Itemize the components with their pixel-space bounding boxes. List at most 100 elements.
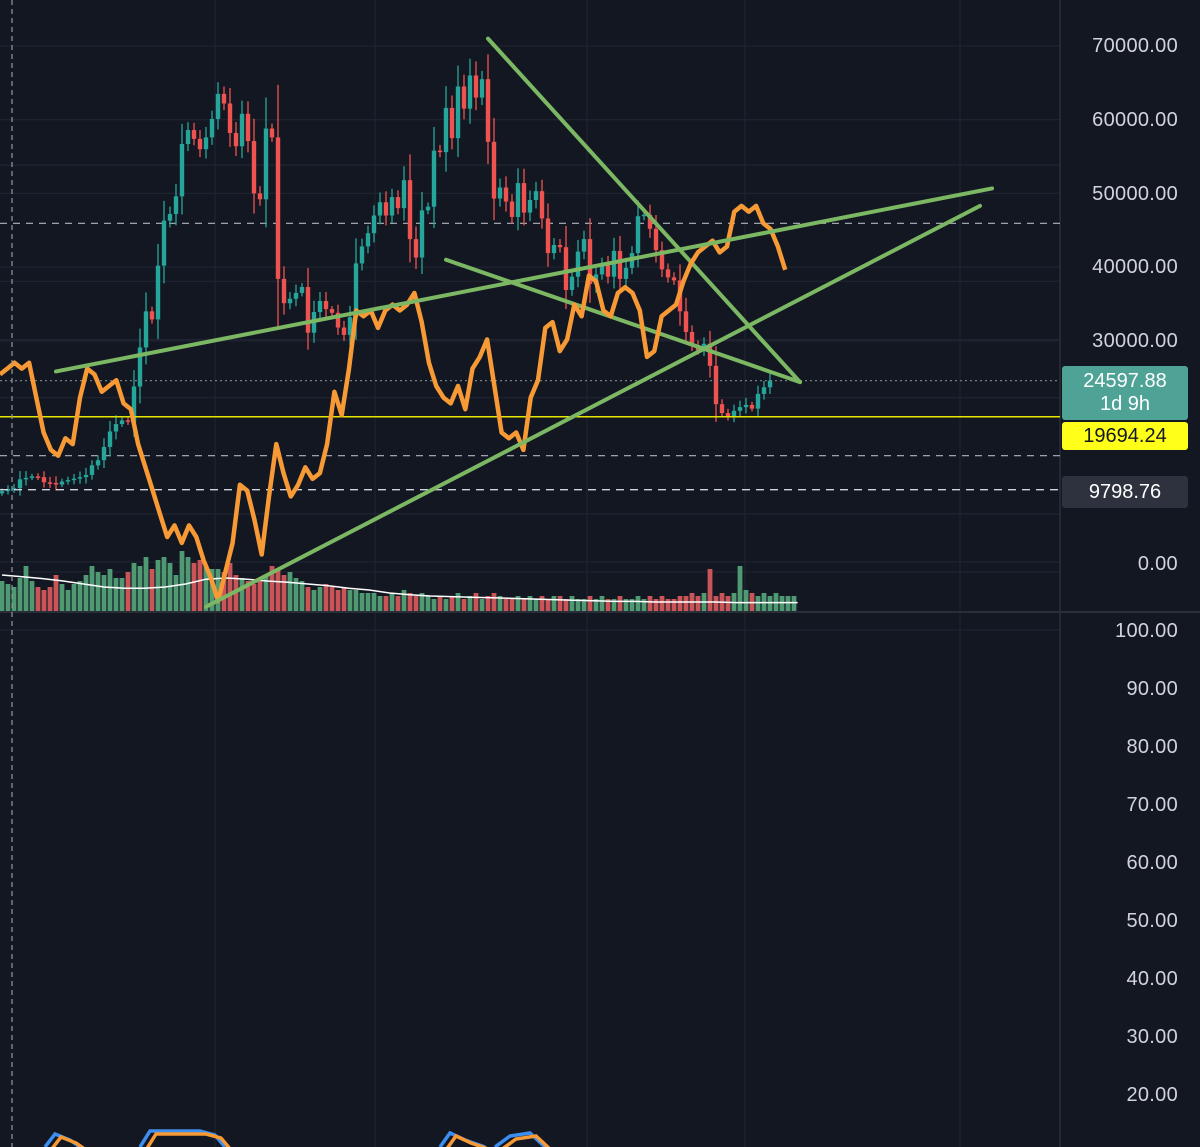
candle-body[interactable] [767,380,773,388]
candle-body[interactable] [455,86,461,139]
candle-body[interactable] [527,200,533,213]
candle-body[interactable] [65,480,71,482]
candle-body[interactable] [719,404,725,414]
candle-body[interactable] [599,263,605,275]
candle-body[interactable] [317,301,323,313]
candle-body[interactable] [533,191,539,201]
candle-body[interactable] [77,477,83,479]
candle-body[interactable] [461,86,467,109]
candle-body[interactable] [725,413,731,417]
candle-body[interactable] [275,137,281,279]
candle-body[interactable] [299,286,305,293]
candle-body[interactable] [257,193,263,200]
mark-price-tag[interactable]: 9798.76 [1062,476,1188,508]
candle-body[interactable] [479,79,485,98]
candle-body[interactable] [341,327,347,335]
candle-body[interactable] [413,239,419,258]
candle-body[interactable] [395,197,401,209]
candle-body[interactable] [587,239,593,285]
candle-body[interactable] [641,214,647,217]
candle-body[interactable] [71,478,77,481]
candle-body[interactable] [365,233,371,247]
candle-body[interactable] [383,202,389,216]
candle-body[interactable] [371,215,377,234]
candle-body[interactable] [293,292,299,299]
candle-body[interactable] [113,424,119,432]
candle-body[interactable] [59,481,65,485]
candle-body[interactable] [143,311,149,348]
candle-body[interactable] [161,220,167,266]
candle-body[interactable] [149,311,155,320]
candle-body[interactable] [425,206,431,211]
candle-body[interactable] [419,210,425,258]
candle-body[interactable] [491,141,497,199]
candle-body[interactable] [53,483,59,485]
candle-body[interactable] [155,265,161,320]
candle-body[interactable] [83,474,89,478]
candle-body[interactable] [503,187,509,202]
price-trendline[interactable] [444,257,802,385]
candle-body[interactable] [203,137,209,150]
candle-body[interactable] [497,187,503,199]
candle-body[interactable] [119,420,125,425]
candle-body[interactable] [191,130,197,139]
candle-body[interactable] [563,247,569,290]
candle-body[interactable] [209,118,215,138]
candle-body[interactable] [515,183,521,217]
candle-body[interactable] [287,298,293,304]
candle-body[interactable] [251,141,257,194]
candle-body[interactable] [245,113,251,142]
candle-body[interactable] [359,246,365,264]
candle-body[interactable] [635,216,641,254]
candle-body[interactable] [221,93,227,104]
candle-body[interactable] [125,420,131,422]
candle-body[interactable] [173,196,179,215]
candle-body[interactable] [617,250,623,279]
candle-body[interactable] [227,103,233,133]
candle-body[interactable] [485,79,491,142]
candle-body[interactable] [581,239,587,252]
candle-body[interactable] [521,183,527,213]
candle-body[interactable] [545,218,551,254]
candle-body[interactable] [473,75,479,98]
candle-body[interactable] [329,309,335,313]
candle-body[interactable] [95,460,101,466]
candle-body[interactable] [89,465,95,475]
candle-body[interactable] [11,488,17,490]
rsi-trendline[interactable] [204,203,982,609]
candle-body[interactable] [761,387,767,394]
candle-body[interactable] [431,150,437,207]
candle-body[interactable] [23,477,29,480]
candle-body[interactable] [47,482,53,484]
candle-body[interactable] [179,144,185,197]
candle-body[interactable] [305,286,311,333]
candle-body[interactable] [239,113,245,147]
candle-body[interactable] [263,128,269,200]
candle-body[interactable] [575,251,581,277]
candle-body[interactable] [707,343,713,366]
candle-body[interactable] [347,317,353,335]
candle-body[interactable] [107,431,113,447]
candle-body[interactable] [671,277,677,281]
support-price-tag[interactable]: 19694.24 [1062,422,1188,450]
candle-body[interactable] [731,410,737,417]
candle-body[interactable] [665,269,671,278]
current-price-tag[interactable]: 24597.88 1d 9h [1062,366,1188,420]
candle-body[interactable] [335,312,341,328]
candle-body[interactable] [605,263,611,277]
candle-body[interactable] [197,138,203,150]
candle-body[interactable] [557,244,563,248]
candle-body[interactable] [17,479,23,489]
candle-body[interactable] [647,214,653,229]
rsi-trendlines[interactable] [54,186,994,609]
candle-body[interactable] [377,202,383,216]
candle-body[interactable] [539,191,545,219]
candle-body[interactable] [743,404,749,408]
candle-body[interactable] [323,301,329,310]
candle-body[interactable] [101,446,107,461]
candle-body[interactable] [689,331,695,346]
candle-body[interactable] [353,263,359,318]
candle-body[interactable] [137,347,143,387]
candle-body[interactable] [443,107,449,153]
